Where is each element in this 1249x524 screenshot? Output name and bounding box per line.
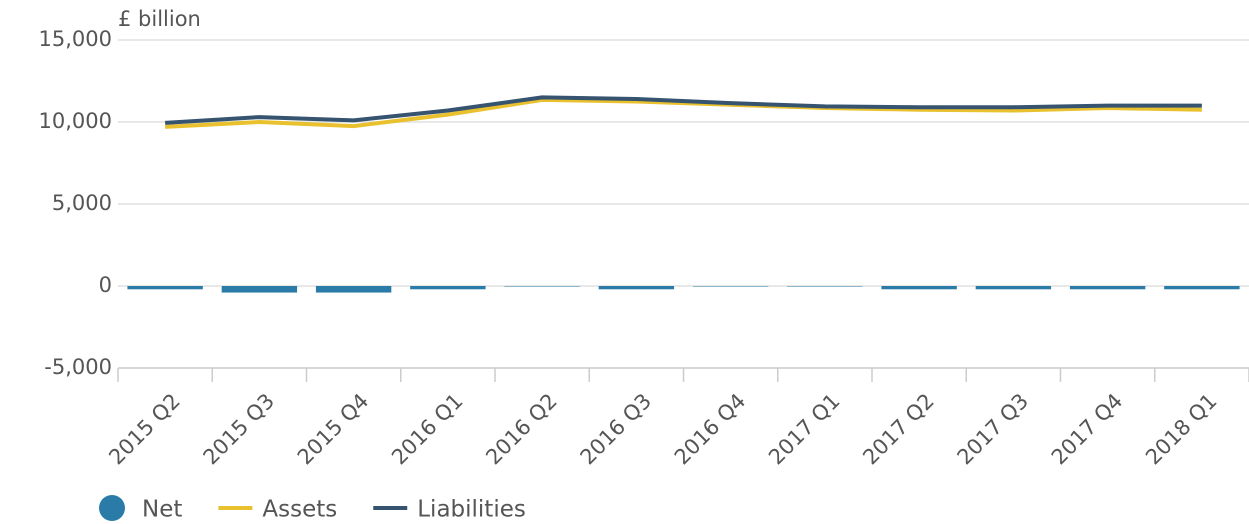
bar	[1069, 286, 1146, 290]
x-tick-label: 2017 Q3	[953, 389, 1034, 470]
bar	[410, 286, 486, 290]
x-tick-label: 2016 Q2	[481, 389, 562, 470]
y-tick-label: 5,000	[52, 191, 112, 215]
x-tick-label: 2016 Q1	[387, 389, 468, 470]
x-tick-label: 2017 Q4	[1047, 389, 1128, 470]
y-tick-label: 10,000	[39, 109, 112, 133]
x-tick-label: 2015 Q4	[293, 389, 374, 470]
bar	[598, 286, 675, 290]
bar	[975, 286, 1052, 290]
x-tick-label: 2015 Q3	[199, 389, 280, 470]
line	[165, 97, 1202, 129]
bar	[881, 286, 957, 290]
bar	[221, 286, 298, 293]
legend-label: Net	[142, 497, 182, 523]
x-tick-label: 2017 Q2	[858, 389, 939, 470]
bar	[315, 286, 392, 293]
bar	[127, 286, 203, 290]
y-tick-label: -5,000	[44, 355, 112, 379]
x-tick-label: 2017 Q1	[764, 389, 845, 470]
x-tick-label: 2016 Q3	[576, 389, 657, 470]
legend-label: Assets	[262, 497, 337, 523]
y-tick-label: 15,000	[39, 27, 112, 51]
legend-label: Liabilities	[417, 497, 526, 523]
legend-swatch	[99, 495, 125, 521]
line	[165, 95, 1202, 125]
x-tick-label: 2015 Q2	[104, 389, 185, 470]
x-tick-label: 2018 Q1	[1141, 389, 1222, 470]
y-axis-label: £ billion	[118, 7, 201, 31]
bar	[1164, 286, 1240, 290]
y-tick-label: 0	[99, 273, 112, 297]
x-tick-label: 2016 Q4	[670, 389, 751, 470]
legend: Net Assets Liabilities	[99, 495, 526, 523]
